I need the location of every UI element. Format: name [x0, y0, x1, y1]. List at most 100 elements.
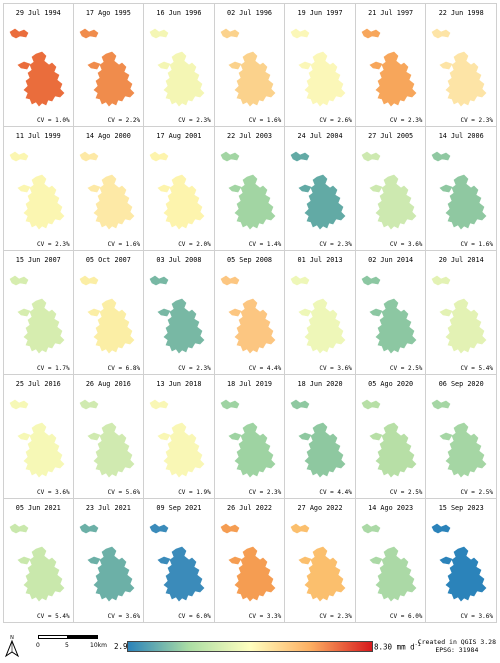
reservoir-shape [361, 399, 417, 478]
panel-date: 26 Jul 2022 [226, 504, 272, 512]
panel-date: 22 Jun 1998 [438, 9, 484, 17]
reservoir-shape [79, 28, 134, 107]
map-panel: 13 Jun 2018 CV = 1.9% [144, 375, 215, 499]
panel-cv: CV = 2.3% [389, 117, 423, 124]
reservoir-shape [432, 275, 487, 354]
panel-date: 11 Jul 1999 [15, 132, 61, 140]
panel-date: 29 Jul 1994 [15, 9, 61, 17]
credit-software: Created in QGIS 3.28 [417, 638, 496, 646]
reservoir-shape [361, 151, 417, 230]
map-panel-grid: 29 Jul 1994 CV = 1.0% 17 Ago 1995 CV = 2.2%… [3, 3, 497, 623]
panel-cv: CV = 2.5% [389, 365, 423, 372]
map-panel: 14 Ago 2000 CV = 1.6% [73, 127, 145, 251]
reservoir-shape [149, 275, 205, 354]
panel-date: 23 Jul 2021 [85, 504, 131, 512]
reservoir-shape [361, 275, 417, 354]
reservoir-shape [220, 151, 276, 230]
panel-cv: CV = 2.3% [248, 489, 282, 496]
legend-color-ramp [127, 641, 373, 652]
panel-date: 19 Jun 1997 [297, 9, 343, 17]
map-panel: 18 Jun 2020 CV = 4.4% [285, 375, 356, 499]
map-panel: 17 Ago 1995 CV = 2.2% [73, 3, 145, 127]
map-panel: 05 Ago 2020 CV = 2.5% [355, 375, 427, 499]
map-panel: 17 Aug 2001 CV = 2.0% [144, 127, 215, 251]
map-panel: 25 Jul 2016 CV = 3.6% [3, 375, 74, 499]
reservoir-shape [220, 275, 276, 354]
reservoir-shape [9, 399, 65, 478]
panel-cv: CV = 1.6% [460, 241, 493, 248]
panel-cv: CV = 2.3% [37, 241, 70, 248]
panel-cv: CV = 3.6% [319, 365, 352, 372]
panel-cv: CV = 1.0% [37, 117, 70, 124]
reservoir-shape [9, 523, 65, 602]
reservoir-shape [432, 523, 487, 602]
panel-date: 21 Jul 1997 [368, 9, 414, 17]
map-panel: 19 Jun 1997 CV = 2.6% [285, 3, 356, 127]
map-panel: 03 Jul 2008 CV = 2.3% [144, 251, 215, 375]
map-panel: 09 Sep 2021 CV = 6.0% [144, 499, 215, 623]
panel-date: 14 Ago 2023 [368, 504, 414, 512]
map-panel: 20 Jul 2014 CV = 5.4% [426, 251, 497, 375]
reservoir-shape [361, 523, 417, 602]
map-panel: 05 Sep 2008 CV = 4.4% [214, 251, 286, 375]
panel-cv: CV = 2.2% [107, 117, 141, 124]
panel-cv: CV = 2.5% [460, 489, 493, 496]
panel-cv: CV = 3.6% [460, 613, 493, 620]
panel-date: 27 Ago 2022 [297, 504, 343, 512]
map-panel: 15 Jun 2007 CV = 1.7% [3, 251, 74, 375]
panel-date: 16 Jun 1996 [156, 9, 202, 17]
reservoir-shape [149, 399, 205, 478]
panel-date: 24 Jul 2004 [297, 132, 343, 140]
map-panel: 22 Jun 1998 CV = 2.3% [426, 3, 497, 127]
reservoir-shape [220, 28, 276, 107]
reservoir-shape [432, 28, 487, 107]
panel-cv: CV = 3.3% [248, 613, 282, 620]
panel-cv: CV = 6.0% [389, 613, 423, 620]
panel-date: 17 Aug 2001 [156, 132, 202, 140]
map-panel: 14 Jul 2006 CV = 1.6% [426, 127, 497, 251]
panel-cv: CV = 4.4% [319, 489, 352, 496]
map-panel: 24 Jul 2004 CV = 2.3% [285, 127, 356, 251]
panel-cv: CV = 6.8% [107, 365, 141, 372]
legend-min-value: 2.90 [114, 642, 133, 651]
north-label: N [10, 635, 14, 641]
panel-date: 13 Jun 2018 [156, 380, 202, 388]
panel-date: 20 Jul 2014 [438, 256, 484, 264]
map-panel: 05 Oct 2007 CV = 6.8% [73, 251, 145, 375]
map-panel: 26 Jul 2022 CV = 3.3% [214, 499, 286, 623]
map-credit: Created in QGIS 3.28 EPSG: 31984 [418, 638, 496, 654]
panel-date: 05 Sep 2008 [226, 256, 272, 264]
panel-date: 02 Jul 1996 [226, 9, 272, 17]
map-panel: 26 Aug 2016 CV = 5.6% [73, 375, 145, 499]
panel-date: 18 Jul 2019 [226, 380, 272, 388]
reservoir-shape [290, 28, 346, 107]
map-panel: 02 Jul 1996 CV = 1.6% [214, 3, 286, 127]
map-panel: 27 Jul 2005 CV = 3.6% [355, 127, 427, 251]
reservoir-shape [79, 523, 134, 602]
panel-cv: CV = 2.6% [319, 117, 352, 124]
panel-date: 05 Oct 2007 [85, 256, 131, 264]
scale-label-10km: 10km [90, 642, 107, 649]
panel-cv: CV = 2.5% [389, 489, 423, 496]
panel-date: 14 Ago 2000 [85, 132, 131, 140]
panel-cv: CV = 3.6% [37, 489, 70, 496]
scale-bar-segment-white [38, 635, 68, 639]
panel-cv: CV = 2.0% [178, 241, 211, 248]
panel-cv: CV = 2.3% [178, 117, 211, 124]
map-panel: 21 Jul 1997 CV = 2.3% [355, 3, 427, 127]
reservoir-shape [79, 399, 134, 478]
panel-date: 27 Jul 2005 [368, 132, 414, 140]
panel-cv: CV = 1.6% [248, 117, 282, 124]
map-panel: 16 Jun 1996 CV = 2.3% [144, 3, 215, 127]
reservoir-shape [290, 151, 346, 230]
panel-date: 17 Ago 1995 [85, 9, 131, 17]
panel-date: 01 Jul 2013 [297, 256, 343, 264]
panel-cv: CV = 5.4% [37, 613, 70, 620]
panel-date: 15 Sep 2023 [438, 504, 484, 512]
legend-max-value: 8.30 mm d-1 [374, 642, 421, 652]
map-panel: 02 Jun 2014 CV = 2.5% [355, 251, 427, 375]
panel-date: 09 Sep 2021 [156, 504, 202, 512]
map-panel: 15 Sep 2023 CV = 3.6% [426, 499, 497, 623]
reservoir-shape [149, 28, 205, 107]
north-arrow-icon: N [4, 635, 20, 658]
